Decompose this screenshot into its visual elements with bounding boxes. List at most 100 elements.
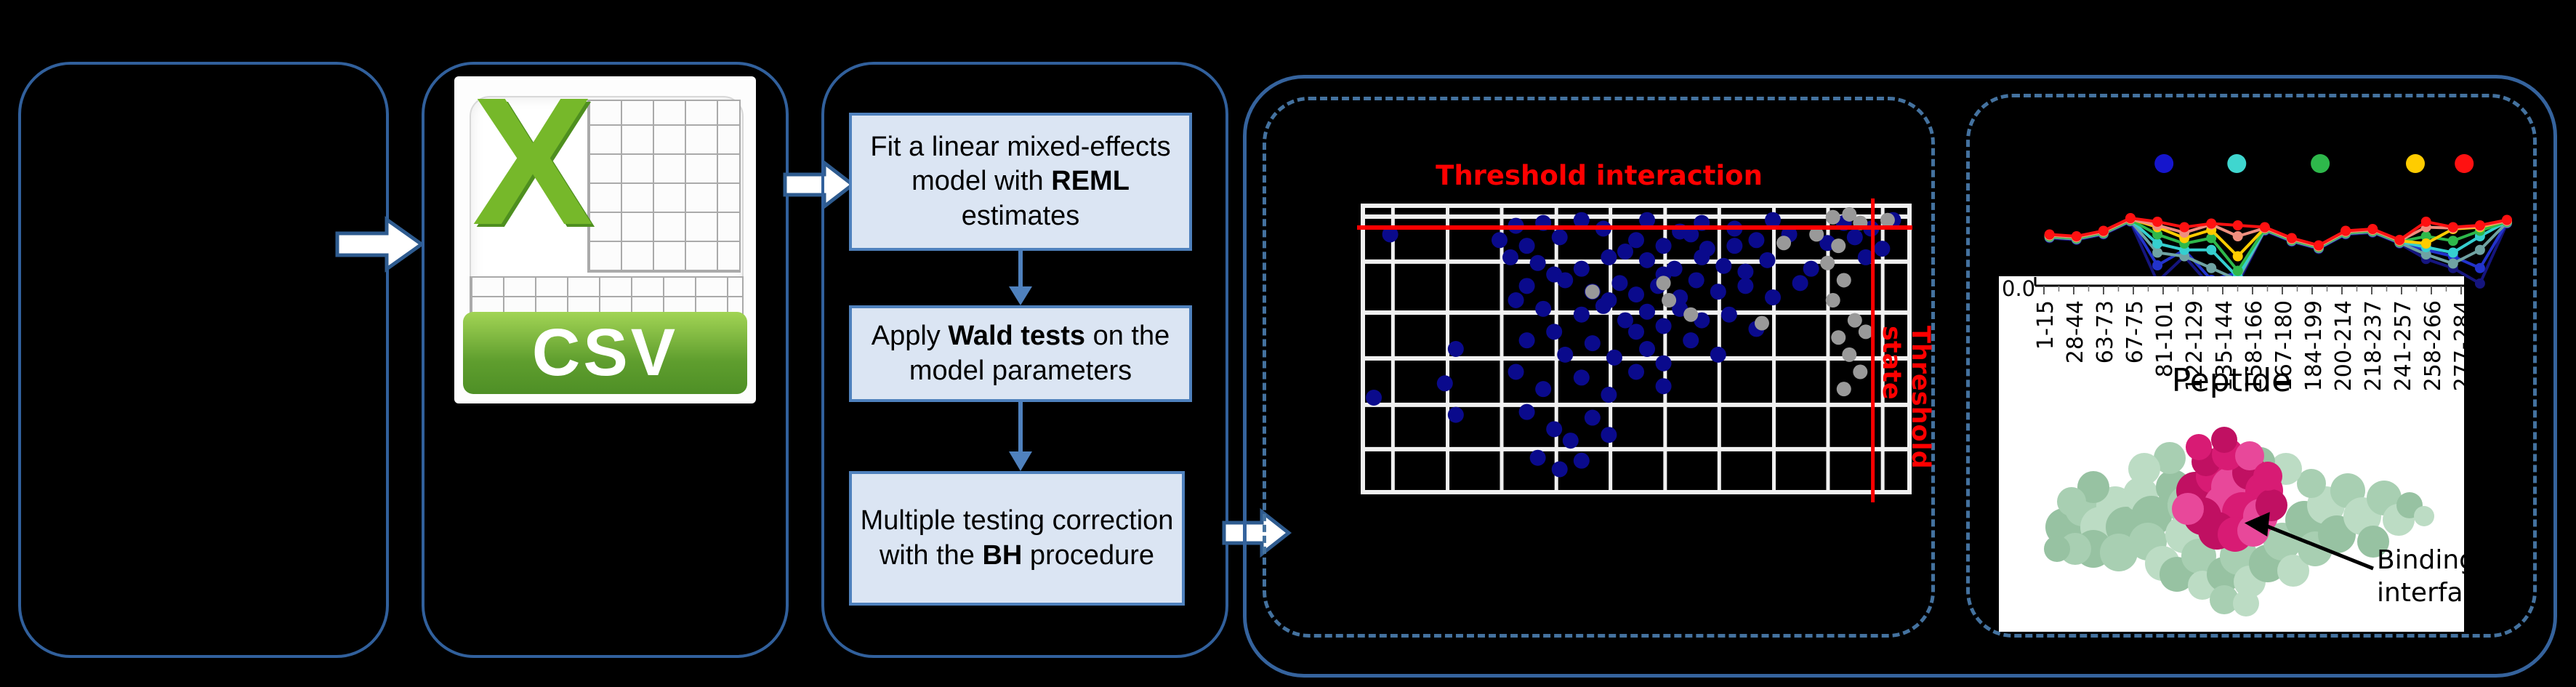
peptide-tick-label: 158-166 <box>2242 300 2267 391</box>
scatter-point-blue <box>1628 363 1644 380</box>
scatter-point-gray <box>1847 313 1862 328</box>
scatter-point-gray <box>1836 382 1851 397</box>
scatter-point-gray <box>1831 238 1846 254</box>
scatter-point-blue <box>1551 229 1568 246</box>
peptide-tick-label: 135-144 <box>2212 300 2237 391</box>
right-arrow-icon <box>335 216 425 273</box>
scatter-point-gray <box>1853 364 1868 379</box>
peptide-tick-label: 167-180 <box>2271 300 2297 391</box>
scatter-point-blue <box>1655 378 1672 395</box>
scatter-point-blue <box>1874 241 1891 257</box>
flow-step-bh-text: Multiple testing correction with the BH … <box>860 505 1174 571</box>
scatter-point-gray <box>1825 209 1840 225</box>
scatter-point-blue <box>1655 238 1672 254</box>
scatter-point-blue <box>1639 252 1656 268</box>
scatter-point-blue <box>1792 275 1808 292</box>
scatter-point-gray <box>1776 236 1792 251</box>
binding-interface-caption: Binding interface <box>2377 545 2464 608</box>
legend-dot <box>2406 154 2425 173</box>
scatter-point-blue <box>1726 238 1743 254</box>
peptide-tick-label: 122-129 <box>2182 300 2207 391</box>
scatter-point-blue <box>1617 312 1633 329</box>
peptide-tick-label: 277-284 <box>2450 300 2464 391</box>
scatter-point-blue <box>1518 278 1535 294</box>
scatter-point-blue <box>1447 406 1464 423</box>
down-arrow-icon <box>1009 249 1032 305</box>
scatter-point-blue <box>1573 369 1590 386</box>
scatter-point-blue <box>1710 346 1726 363</box>
scatter-point-blue <box>1562 433 1579 449</box>
step3-model-box <box>821 62 1228 658</box>
spreadsheet-grid-icon <box>587 99 741 273</box>
scatter-point-blue <box>1518 332 1535 349</box>
csv-banner-label: CSV <box>463 312 747 394</box>
scatter-point-blue <box>1715 257 1732 274</box>
peptide-tick-label: 184-199 <box>2301 300 2327 391</box>
flow-step-wald-text: Apply Wald tests on the model parameters <box>871 321 1170 386</box>
scatter-panel <box>1263 97 1935 638</box>
uptake-series-red <box>2049 216 2508 247</box>
threshold-scatter-plot <box>1357 198 1912 502</box>
scatter-point-blue <box>1601 387 1617 403</box>
down-arrow-icon <box>1009 402 1032 471</box>
scatter-point-blue <box>1846 229 1863 246</box>
scatter-point-blue <box>1748 232 1765 249</box>
scatter-point-blue <box>1720 306 1737 323</box>
peptide-axis: 1-15 28-44 63-73 67-75 81-101 122-129 135-144 1… <box>2033 277 2464 391</box>
peptide-tick-label: 200-214 <box>2331 300 2356 391</box>
scatter-point-gray <box>1662 293 1677 308</box>
scatter-point-gray <box>1858 324 1873 340</box>
protein-structure-image <box>2044 427 2434 616</box>
scatter-point-gray <box>1683 307 1699 322</box>
flow-step-reml: Fit a linear mixed-effects model with RE… <box>849 113 1192 251</box>
scatter-point-blue <box>1366 389 1382 406</box>
uptake-line-chart <box>2044 154 2512 292</box>
scatter-point-blue <box>1546 421 1563 438</box>
scatter-point-blue <box>1546 324 1563 340</box>
scatter-point-blue <box>1639 303 1656 320</box>
peptide-tick-label: 258-266 <box>2420 300 2446 391</box>
scatter-point-gray <box>1842 347 1857 362</box>
legend-dot <box>2227 154 2247 173</box>
results-group-box <box>1243 75 2557 678</box>
scatter-point-blue <box>1447 341 1464 357</box>
scatter-point-blue <box>1518 403 1535 420</box>
scatter-point-gray <box>1842 206 1857 222</box>
protein-surface-green <box>2044 442 2434 616</box>
scatter-point-blue <box>1857 249 1874 265</box>
scatter-point-blue <box>1492 232 1508 249</box>
scatter-point-blue <box>1502 249 1519 265</box>
scatter-point-gray <box>1880 212 1895 228</box>
right-arrow-icon <box>1222 507 1292 558</box>
csv-file-icon: X CSV <box>454 60 756 403</box>
scatter-point-blue <box>1573 452 1590 469</box>
scatter-point-blue <box>1573 306 1590 323</box>
step1-empty-box <box>18 62 389 658</box>
scatter-point-gray <box>1585 284 1600 300</box>
scatter-point-blue <box>1765 289 1781 306</box>
scatter-point-blue <box>1737 263 1754 280</box>
scatter-point-blue <box>1584 335 1601 352</box>
scatter-point-blue <box>1628 232 1644 249</box>
flow-step-reml-text: Fit a linear mixed-effects model with RE… <box>870 132 1171 231</box>
scatter-point-gray <box>1656 276 1671 291</box>
scatter-point-blue <box>1557 346 1574 363</box>
legend-dot <box>2154 154 2174 173</box>
scatter-point-blue <box>1655 318 1672 334</box>
peptide-tick-label: 241-257 <box>2391 300 2416 391</box>
step2-csv-box <box>422 62 789 658</box>
scatter-point-blue <box>1436 375 1453 392</box>
scatter-point-blue <box>1573 212 1590 228</box>
scatter-point-blue <box>1628 286 1644 303</box>
scatter-point-blue <box>1551 461 1568 478</box>
scatter-point-blue <box>1557 272 1574 289</box>
scatter-point-blue <box>1710 284 1726 300</box>
scatter-point-blue <box>1508 292 1524 309</box>
scatter-point-gray <box>1754 316 1769 331</box>
scatter-point-blue <box>1573 260 1590 277</box>
scatter-point-blue <box>1639 341 1656 357</box>
results-panel <box>1966 94 2537 638</box>
scatter-point-blue <box>1611 275 1628 292</box>
threshold-state-label: Threshold state <box>1877 326 1935 469</box>
binding-interface-arrow-icon <box>2244 512 2374 571</box>
